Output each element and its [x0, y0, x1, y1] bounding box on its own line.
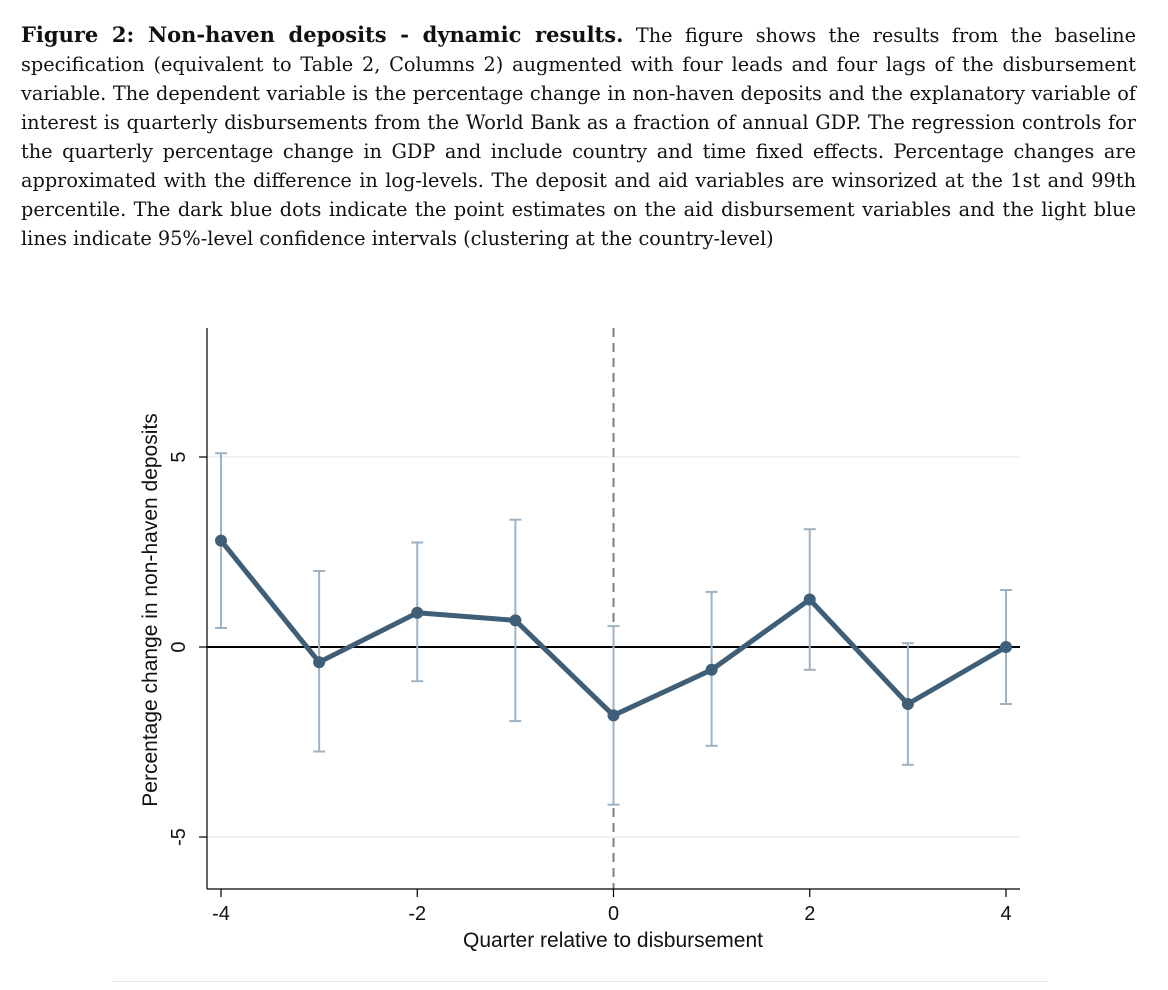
point-estimate — [215, 534, 227, 547]
x-axis-title: Quarter relative to disbursement — [463, 929, 763, 952]
y-tick-label: -5 — [168, 828, 190, 846]
axes — [199, 328, 1020, 897]
figure-label: Figure 2: Non-haven deposits - dynamic r… — [21, 22, 624, 47]
x-tick-label: 4 — [1000, 903, 1011, 925]
figure-caption: Figure 2: Non-haven deposits - dynamic r… — [21, 20, 1136, 253]
point-estimate — [803, 593, 816, 606]
y-tick-label: 0 — [168, 641, 190, 652]
x-tick-label: -2 — [408, 903, 426, 925]
point-estimate — [313, 656, 326, 669]
point-estimate — [901, 698, 914, 710]
point-estimate — [1000, 641, 1012, 653]
bottom-rule — [112, 981, 1047, 982]
point-estimate — [607, 709, 620, 722]
point-estimate — [411, 606, 424, 619]
y-axis-title: Percentage change in non-haven deposits — [139, 413, 162, 806]
x-tick-label: 0 — [608, 903, 619, 925]
y-tick-label: 5 — [168, 451, 190, 462]
point-estimate — [705, 663, 718, 676]
x-tick-label: 2 — [804, 903, 815, 925]
point-estimate — [509, 614, 522, 627]
x-tick-label: -4 — [212, 903, 230, 925]
point-estimates — [215, 534, 1012, 722]
axis-labels: Quarter relative to disbursement Percent… — [139, 413, 1012, 952]
caption-text: The figure shows the results from the ba… — [21, 24, 1136, 250]
confidence-intervals — [215, 452, 1012, 806]
